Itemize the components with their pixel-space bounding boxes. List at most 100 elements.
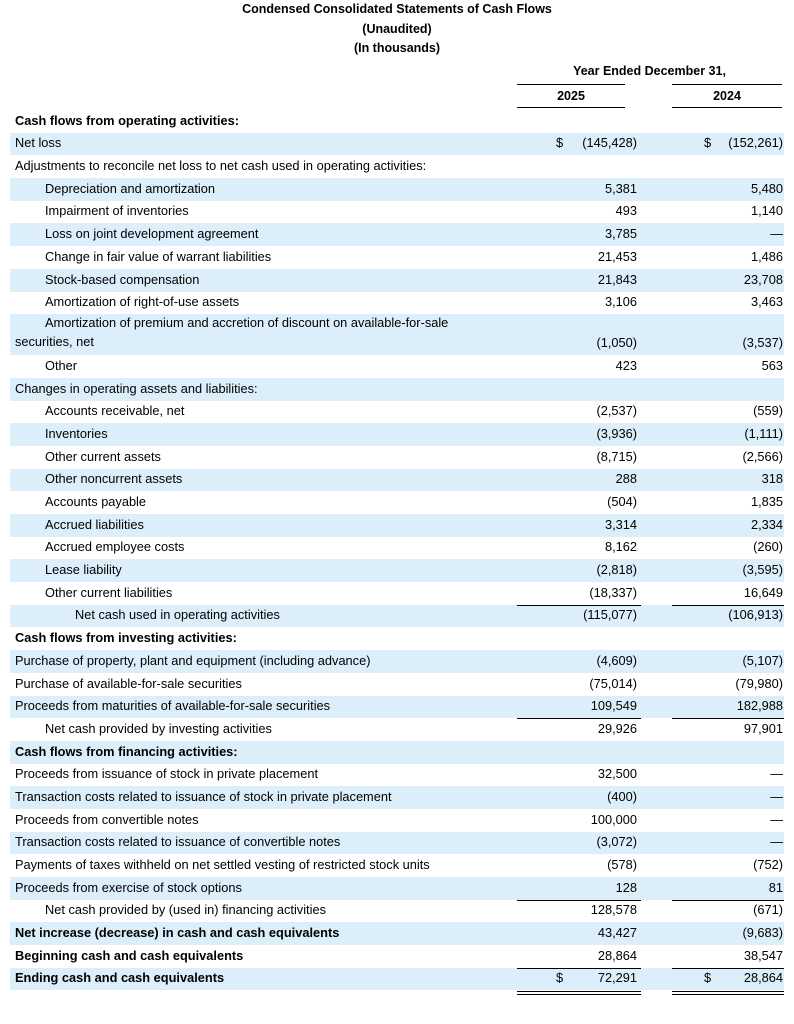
value-2024: (559)	[753, 403, 783, 419]
subtotal-rule-2025	[517, 604, 641, 606]
table-row: Purchase of available-for-sale securitie…	[10, 673, 784, 696]
table-row: Changes in operating assets and liabilit…	[10, 377, 784, 401]
value-2025: (115,077)	[583, 607, 637, 623]
column-header-2024: 2024	[713, 89, 741, 103]
value-2025: (145,428)	[582, 135, 637, 151]
value-2025: 288	[615, 471, 637, 487]
value-2024: 2,334	[750, 516, 783, 532]
value-2025: 21,843	[597, 271, 637, 287]
value-2024: (3,537)	[742, 335, 783, 351]
row-label: Cash flows from investing activities:	[15, 630, 237, 646]
value-2024: —	[770, 834, 783, 850]
cash-flow-table: Cash flows from operating activities: Net…	[10, 110, 784, 996]
row-label: Amortization of right-of-use assets	[45, 294, 240, 310]
double-underline-2024	[672, 991, 784, 996]
value-2025: (75,014)	[589, 675, 637, 691]
value-2025: 128	[615, 879, 637, 895]
subtotal-rule-2025	[517, 718, 641, 720]
table-row: Other 423 563	[10, 355, 784, 378]
table-row: Inventories (3,936) (1,111)	[10, 423, 784, 446]
table-row: Amortization of premium and accretion of…	[10, 314, 784, 356]
table-row: Accrued employee costs 8,162 (260)	[10, 537, 784, 560]
value-2024: —	[770, 811, 783, 827]
row-label: Accrued employee costs	[45, 539, 185, 555]
value-2025: 72,291	[597, 970, 637, 986]
row-label: Other current liabilities	[45, 584, 173, 600]
currency-symbol-2024: $	[704, 970, 712, 986]
double-underline-2025	[517, 991, 641, 996]
table-row: Cash flows from investing activities:	[10, 627, 784, 650]
value-2025: 423	[615, 357, 637, 373]
row-label: Other current assets	[45, 448, 161, 464]
column-header-2025: 2025	[557, 89, 585, 103]
value-2024: 16,649	[743, 584, 783, 600]
value-2024: 563	[761, 357, 783, 373]
value-2024: (671)	[753, 902, 783, 918]
value-2025: (2,537)	[596, 403, 637, 419]
row-label: Proceeds from exercise of stock options	[15, 879, 242, 895]
row-label: Other noncurrent assets	[45, 471, 183, 487]
subtotal-rule-2024	[672, 899, 784, 901]
table-row: Stock-based compensation 21,843 23,708	[10, 268, 784, 292]
value-2025: 32,500	[597, 766, 637, 782]
value-2024: (2,566)	[742, 448, 783, 464]
value-2025: (1,050)	[596, 335, 637, 351]
value-2024: (260)	[753, 539, 783, 555]
value-2024: (106,913)	[728, 607, 783, 623]
row-label: Cash flows from operating activities:	[15, 112, 239, 128]
value-2025: 493	[615, 203, 637, 219]
row-label: Inventories	[45, 425, 108, 441]
value-2025: 29,926	[597, 720, 637, 736]
row-label: Change in fair value of warrant liabilit…	[45, 248, 272, 264]
value-2025: (4,609)	[596, 652, 637, 668]
value-2024: 28,864	[743, 970, 783, 986]
header-rule-2024	[672, 107, 782, 108]
value-2025: 28,864	[597, 947, 637, 963]
row-label: Stock-based compensation	[45, 271, 200, 287]
value-2024: (5,107)	[742, 652, 783, 668]
value-2025: 3,106	[604, 294, 637, 310]
value-2024: —	[770, 788, 783, 804]
value-2024: 97,901	[743, 720, 783, 736]
value-2025: 128,578	[590, 902, 637, 918]
table-row: Amortization of right-of-use assets 3,106…	[10, 292, 784, 315]
header-rule-2025	[517, 107, 625, 108]
table-row: Net increase (decrease) in cash and cash…	[10, 922, 784, 946]
subtotal-rule-2025	[517, 967, 641, 969]
table-row: Other noncurrent assets 288 318	[10, 468, 784, 492]
value-2025: 8,162	[604, 539, 637, 555]
row-label: Proceeds from issuance of stock in priva…	[15, 766, 319, 782]
table-row: Net cash provided by investing activitie…	[10, 718, 784, 741]
period-rule-2024	[672, 84, 782, 85]
value-2024: 38,547	[743, 947, 783, 963]
table-row: Ending cash and cash equivalents 72,291 28…	[10, 967, 784, 996]
value-2024: 1,835	[750, 494, 783, 509]
row-label: Lease liability	[45, 562, 122, 578]
value-2024: 1,140	[750, 203, 783, 219]
table-row: Loss on joint development agreement 3,785…	[10, 223, 784, 247]
table-row: Depreciation and amortization 5,381 5,480	[10, 178, 784, 201]
table-row: Proceeds from convertible notes 100,000 —	[10, 809, 784, 832]
row-label: Accounts payable	[45, 494, 147, 509]
row-label: Payments of taxes withheld on net settle…	[15, 857, 430, 872]
value-2024: (1,111)	[744, 425, 783, 441]
row-label: Adjustments to reconcile net loss to net…	[15, 158, 427, 174]
table-row: Transaction costs related to issuance of…	[10, 786, 784, 809]
statement-units: (In thousands)	[353, 41, 441, 55]
table-row: Proceeds from maturities of available-fo…	[10, 695, 784, 719]
row-label: Net cash provided by (used in) financing…	[45, 902, 326, 918]
value-2025: (3,072)	[596, 834, 637, 850]
value-2024: 3,463	[750, 294, 783, 310]
value-2024: (3,595)	[742, 562, 783, 578]
table-row: Accrued liabilities 3,314 2,334	[10, 514, 784, 537]
table-row: Other current liabilities (18,337) 16,649	[10, 582, 784, 605]
row-label: Net cash used in operating activities	[75, 607, 280, 623]
subtotal-rule-2025	[517, 899, 641, 901]
value-2025: 5,381	[604, 180, 637, 196]
table-row: Payments of taxes withheld on net settle…	[10, 854, 784, 877]
table-row: Net cash provided by (used in) financing…	[10, 899, 784, 923]
table-row: Net cash used in operating activities (11…	[10, 604, 784, 628]
value-2025: 3,314	[604, 516, 637, 532]
row-label: Ending cash and cash equivalents	[15, 970, 225, 986]
row-label: Net increase (decrease) in cash and cash…	[15, 925, 340, 941]
